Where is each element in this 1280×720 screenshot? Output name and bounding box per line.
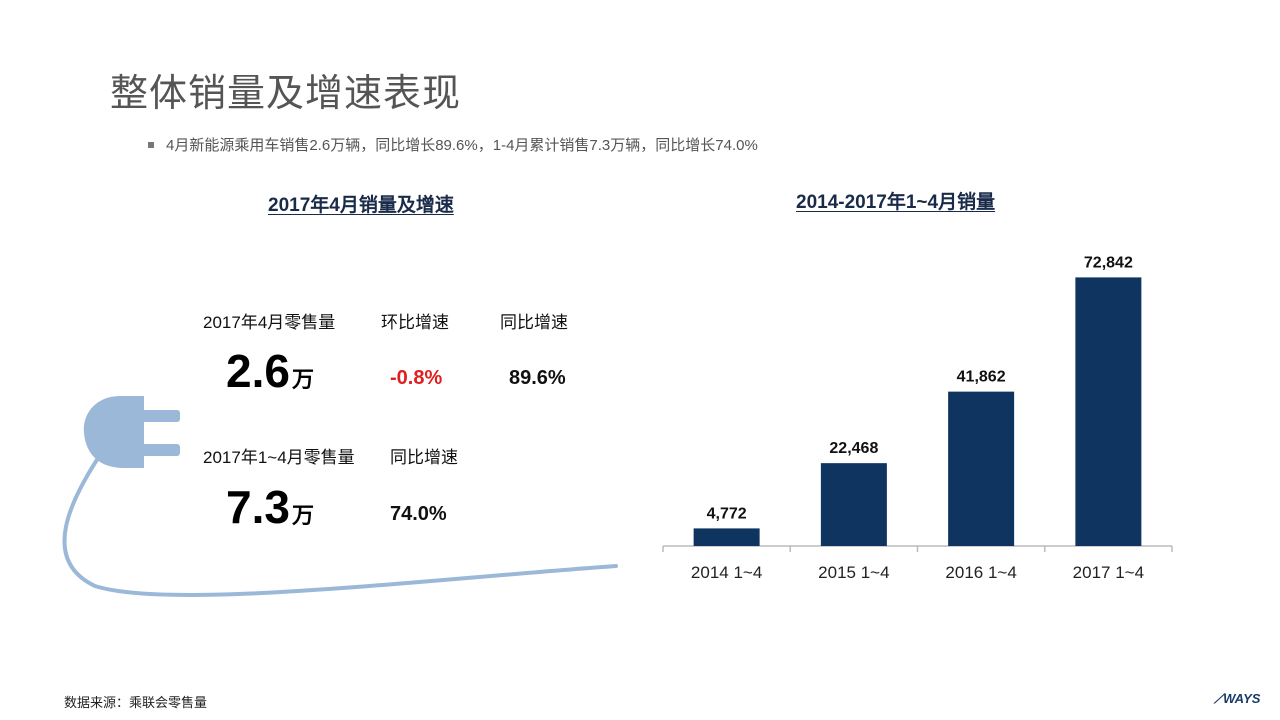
x-tick-label-0: 2014 1~4	[691, 563, 762, 582]
bar-3	[1075, 277, 1142, 546]
page-title: 整体销量及增速表现	[110, 73, 462, 115]
mom-growth-label: 环比增速	[381, 313, 449, 332]
bar-chart: 4,772 2014 1~4 22,468 2015 1~4 41,862 2016 1~…	[662, 254, 1173, 582]
april-sales-number: 2.6	[226, 345, 290, 397]
data-label-0: 4,772	[707, 505, 747, 522]
bar-0	[693, 528, 760, 546]
summary-bullet: 4月新能源乘用车销售2.6万辆，同比增长89.6%，1-4月累计销售7.3万辆，…	[148, 134, 758, 155]
data-label-1: 22,468	[829, 440, 878, 457]
ytd-sales-value: 7.3万	[226, 480, 314, 534]
chart-title: 2014-2017年1~4月销量	[796, 192, 996, 213]
ytd-sales-label: 2017年1~4月零售量	[203, 448, 355, 467]
data-label-3: 72,842	[1084, 254, 1133, 271]
x-tick-label-3: 2017 1~4	[1073, 563, 1144, 582]
plug-icon	[62, 396, 618, 598]
april-sales-label: 2017年4月零售量	[203, 313, 336, 332]
ytd-yoy-value: 74.0%	[390, 503, 447, 525]
ytd-yoy-label: 同比增速	[390, 448, 458, 467]
data-source: 数据来源：乘联会零售量	[64, 695, 208, 710]
ways-logo: ⟋WAYS	[1214, 691, 1260, 707]
mom-growth-value: -0.8%	[390, 367, 443, 389]
x-tick-label-2: 2016 1~4	[945, 563, 1016, 582]
april-sales-unit: 万	[291, 367, 314, 392]
bar-2	[948, 391, 1015, 546]
left-panel-title: 2017年4月销量及增速	[268, 195, 454, 216]
x-tick-label-1: 2015 1~4	[818, 563, 889, 582]
ytd-sales-number: 7.3	[226, 481, 290, 533]
logo-icon: ⟋	[1214, 691, 1224, 706]
yoy-growth-value: 89.6%	[509, 367, 566, 389]
bar-1	[820, 463, 887, 546]
data-label-2: 41,862	[957, 369, 1006, 386]
summary-text: 4月新能源乘用车销售2.6万辆，同比增长89.6%，1-4月累计销售7.3万辆，…	[166, 137, 758, 154]
yoy-growth-label: 同比增速	[500, 313, 568, 332]
bullet-icon	[148, 141, 154, 148]
april-sales-value: 2.6万	[226, 344, 314, 398]
logo-text: WAYS	[1223, 691, 1261, 706]
ytd-sales-unit: 万	[291, 503, 314, 528]
